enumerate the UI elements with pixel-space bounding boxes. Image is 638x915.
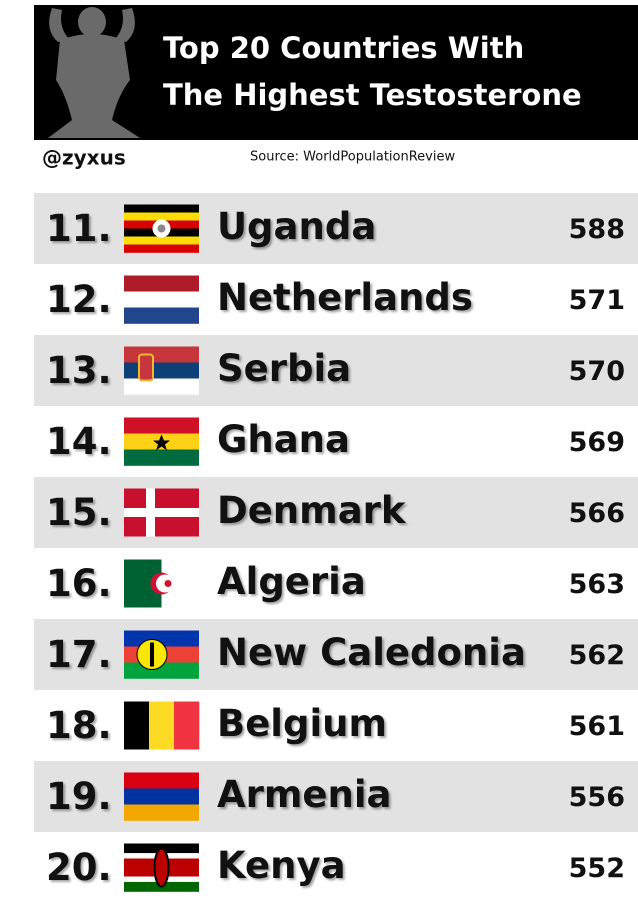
flag-stripe: [149, 701, 175, 750]
flag-emblem: [138, 353, 154, 382]
country-name: Belgium: [217, 702, 387, 745]
flag: [124, 204, 199, 253]
flag-stripe: [124, 204, 199, 213]
country-name: Algeria: [217, 560, 366, 603]
title-line: The Highest Testosterone: [163, 78, 582, 112]
flag: [124, 630, 199, 679]
country-name: Armenia: [217, 773, 392, 816]
table-row: 11. Uganda 588: [34, 193, 638, 264]
rank: 14.: [46, 420, 112, 463]
flag-stripe: [124, 804, 199, 821]
flag-stripe: [124, 212, 199, 221]
country-name: Ghana: [217, 418, 350, 461]
flag-stripe: [174, 701, 200, 750]
testosterone-value: 563: [569, 569, 625, 600]
flag-cross: [124, 508, 199, 517]
table-row: 17. New Caledonia 562: [34, 619, 638, 690]
flag-stripe: [124, 772, 199, 789]
table-row: 19. Armenia 556: [34, 761, 638, 832]
testosterone-value: 571: [569, 285, 625, 316]
statue-illustration: [48, 7, 140, 138]
header-banner: [34, 5, 638, 140]
testosterone-value: 566: [569, 498, 625, 529]
table-row: 18. Belgium 561: [46, 701, 625, 750]
table-row: 14. Ghana 569: [46, 417, 625, 466]
flag: [124, 772, 199, 821]
flag-stripe: [124, 378, 199, 395]
flag: [124, 417, 199, 466]
flag-stripe: [124, 291, 199, 308]
table-row: 20. Kenya 552: [46, 843, 625, 892]
rank: 19.: [46, 775, 112, 818]
table-row: 15. Denmark 566: [34, 477, 638, 548]
rank: 17.: [46, 633, 112, 676]
flag-stripe: [124, 236, 199, 245]
testosterone-value: 556: [569, 782, 625, 813]
flag: [124, 843, 199, 892]
flag-emblem: [153, 434, 170, 451]
flag-stripe: [124, 417, 199, 434]
handle: @zyxus: [42, 146, 126, 170]
table-row: 16. Algeria 563: [46, 559, 625, 608]
rank: 20.: [46, 846, 112, 889]
country-name: New Caledonia: [217, 631, 526, 674]
rank: 12.: [46, 278, 112, 321]
table-row: 12. Netherlands 571: [46, 275, 625, 324]
flag-stripe: [124, 788, 199, 805]
title-line: Top 20 Countries With: [163, 31, 524, 65]
testosterone-value: 570: [569, 356, 625, 387]
testosterone-value: 588: [569, 214, 625, 245]
country-name: Uganda: [217, 205, 376, 248]
testosterone-value: 552: [569, 853, 625, 884]
rank: 18.: [46, 704, 112, 747]
flag-emblem: [153, 847, 170, 888]
country-name: Serbia: [217, 347, 351, 390]
rank: 13.: [46, 349, 112, 392]
country-name: Kenya: [217, 844, 346, 887]
flag-star: [164, 580, 172, 587]
flag-stripe: [124, 346, 199, 363]
testosterone-value: 562: [569, 640, 625, 671]
country-name: Denmark: [217, 489, 407, 532]
flag-emblem: [157, 224, 166, 233]
rank: 15.: [46, 491, 112, 534]
rank: 16.: [46, 562, 112, 605]
flag: [124, 275, 199, 324]
testosterone-value: 569: [569, 427, 625, 458]
ranking-table: 11. Uganda 588 12. Netherlands 571 13. Serbia 57…: [34, 193, 638, 892]
country-name: Netherlands: [217, 276, 473, 319]
flag: [124, 559, 200, 608]
flag: [124, 701, 200, 750]
source: Source: WorldPopulationReview: [250, 150, 455, 165]
flag-stripe: [124, 307, 199, 324]
table-row: 13. Serbia 570: [34, 335, 638, 406]
flag: [124, 488, 199, 537]
testosterone-value: 561: [569, 711, 625, 742]
flag-stripe: [124, 362, 199, 379]
flag-emblem: [150, 642, 154, 667]
flag-stripe: [124, 275, 199, 292]
rank: 11.: [46, 207, 112, 250]
flag-stripe: [124, 449, 199, 466]
flag-stripe: [124, 701, 150, 750]
flag-stripe: [124, 244, 199, 253]
flag: [124, 346, 199, 395]
